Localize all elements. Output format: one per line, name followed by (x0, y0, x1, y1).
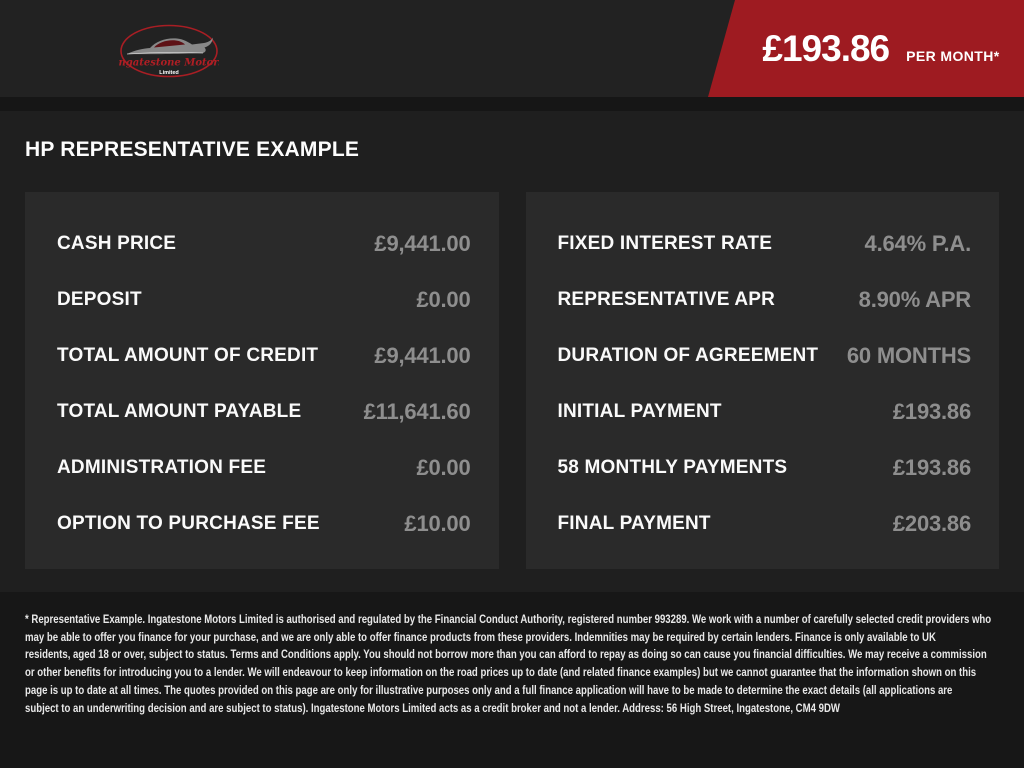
finance-row-value: 60 MONTHS (846, 343, 971, 368)
finance-row-label: 58 MONTHLY PAYMENTS (557, 457, 788, 478)
finance-panels: CASH PRICE £9,441.00 DEPOSIT £0.00 TOTAL AMO… (25, 192, 999, 569)
disclaimer-line: residents, aged 18 or over, subject to s… (25, 649, 987, 662)
finance-panel-right: FIXED INTEREST RATE 4.64% P.A. REPRESENTAT… (525, 192, 999, 569)
finance-row-value: £193.86 (892, 399, 971, 424)
disclaimer-line: may be able to offer you finance for you… (25, 631, 936, 644)
finance-row: FINAL PAYMENT £203.86 (558, 496, 972, 552)
finance-row: DURATION OF AGREEMENT 60 MONTHS (558, 328, 972, 384)
finance-row-value: £10.00 (404, 511, 471, 536)
finance-row-label: DURATION OF AGREEMENT (557, 345, 819, 366)
finance-row: CASH PRICE £9,441.00 (57, 216, 471, 272)
finance-row: INITIAL PAYMENT £193.86 (558, 384, 972, 440)
finance-row-label: INITIAL PAYMENT (557, 401, 722, 422)
finance-row-value: 4.64% P.A. (864, 231, 972, 256)
finance-row-label: TOTAL AMOUNT PAYABLE (57, 401, 302, 422)
finance-row-label: OPTION TO PURCHASE FEE (57, 513, 320, 534)
finance-row-value: £193.86 (892, 455, 971, 480)
main-content: HP REPRESENTATIVE EXAMPLE CASH PRICE £9,4… (0, 111, 1024, 592)
monthly-price: £193.86 (762, 27, 890, 69)
disclaimer-text: * Representative Example. Ingatestone Mo… (25, 612, 1019, 718)
finance-row: OPTION TO PURCHASE FEE £10.00 (57, 496, 471, 552)
finance-panel-left: CASH PRICE £9,441.00 DEPOSIT £0.00 TOTAL AMO… (25, 192, 499, 569)
car-silhouette-icon (126, 37, 213, 55)
disclaimer-line: or other benefits for introducing you to… (25, 667, 977, 680)
logo-subtitle-text: Limited (159, 70, 179, 76)
finance-row-label: REPRESENTATIVE APR (557, 289, 776, 310)
disclaimer-footer: * Representative Example. Ingatestone Mo… (0, 592, 1024, 768)
disclaimer-line: * Representative Example. Ingatestone Mo… (25, 614, 992, 626)
header: Ingatestone Motors Limited £193.86 PER M… (0, 0, 1024, 97)
finance-row-label: FINAL PAYMENT (557, 513, 711, 534)
dealer-logo: Ingatestone Motors Limited (119, 24, 219, 78)
price-banner: £193.86 PER MONTH* (708, 0, 1024, 97)
finance-row-value: £11,641.60 (363, 399, 471, 424)
header-divider (0, 97, 1024, 111)
finance-row-value: £0.00 (416, 455, 471, 480)
finance-row: TOTAL AMOUNT OF CREDIT £9,441.00 (57, 328, 471, 384)
per-month-label: PER MONTH* (906, 47, 1000, 64)
finance-row: ADMINISTRATION FEE £0.00 (57, 440, 471, 496)
finance-row-value: £0.00 (416, 287, 471, 312)
finance-row: REPRESENTATIVE APR 8.90% APR (558, 272, 972, 328)
finance-row-value: £203.86 (892, 511, 971, 536)
finance-row-label: CASH PRICE (57, 233, 177, 254)
finance-row-label: TOTAL AMOUNT OF CREDIT (57, 345, 319, 366)
finance-row: 58 MONTHLY PAYMENTS £193.86 (558, 440, 972, 496)
finance-row-value: £9,441.00 (374, 343, 471, 368)
logo-name-text: Ingatestone Motors (119, 58, 219, 69)
finance-row-label: ADMINISTRATION FEE (57, 457, 267, 478)
disclaimer-line: subject to an underwriting decision and … (25, 702, 840, 715)
finance-row-label: DEPOSIT (57, 289, 142, 310)
finance-row-label: FIXED INTEREST RATE (557, 233, 773, 254)
logo-oval (120, 24, 218, 78)
disclaimer-line: page is up to date at all times. The quo… (25, 684, 953, 697)
page-title: HP REPRESENTATIVE EXAMPLE (25, 138, 360, 161)
finance-row-value: 8.90% APR (858, 287, 972, 312)
finance-row: TOTAL AMOUNT PAYABLE £11,641.60 (57, 384, 471, 440)
finance-row: FIXED INTEREST RATE 4.64% P.A. (558, 216, 972, 272)
price-line: £193.86 PER MONTH* (762, 28, 999, 70)
finance-row-value: £9,441.00 (374, 231, 471, 256)
finance-row: DEPOSIT £0.00 (57, 272, 471, 328)
